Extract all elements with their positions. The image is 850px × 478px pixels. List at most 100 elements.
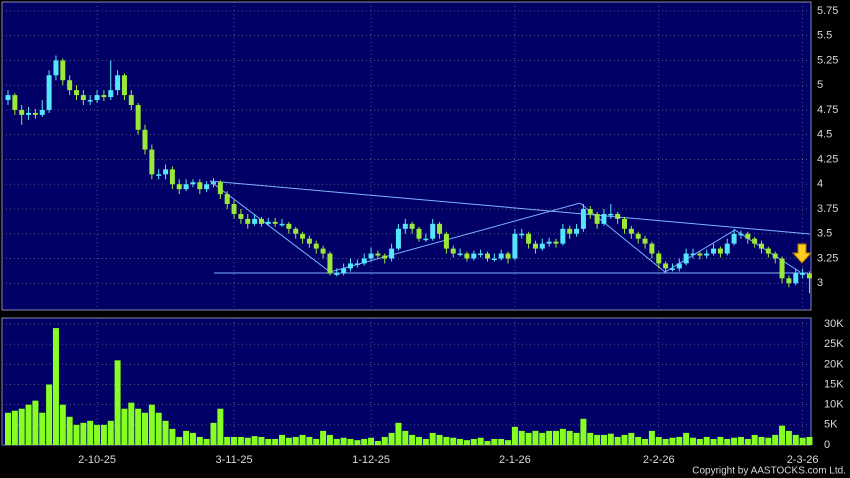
candle-body (5, 95, 11, 101)
grid (2, 2, 811, 446)
candle-body (341, 268, 347, 274)
candle-body (423, 238, 429, 241)
volume-bar (354, 440, 361, 445)
price-panel (1, 1, 812, 311)
candle-body (642, 238, 648, 244)
resistance-line (209, 180, 811, 235)
volume-bar (505, 440, 512, 445)
volume-bar (635, 436, 642, 445)
candle-body (252, 218, 258, 224)
candle-body (183, 184, 189, 190)
candle-body (574, 228, 580, 234)
candle-body (149, 149, 155, 175)
volume-bar (326, 434, 333, 445)
volume-bar (306, 436, 313, 445)
candle-body (389, 248, 395, 259)
volume-bar (388, 432, 395, 445)
y-tick-label: 5.25 (817, 54, 838, 66)
volume-bar (621, 434, 628, 445)
candle-body (265, 221, 271, 224)
candle-body (12, 95, 18, 110)
candle-body (217, 182, 223, 195)
candle-body (238, 213, 244, 219)
volume-bar (539, 432, 546, 445)
volume-bar (320, 430, 327, 445)
volume-bar (566, 430, 573, 445)
candle-body (53, 60, 59, 76)
volume-bar (196, 436, 203, 445)
volume-bar (594, 434, 601, 445)
candle-body (368, 253, 374, 259)
candle-body (128, 95, 134, 105)
volume-bar (347, 438, 354, 445)
volume-bar (607, 433, 614, 445)
volume-bar (792, 434, 799, 445)
volume-bar (374, 440, 381, 445)
candle-body (635, 233, 641, 239)
candle-body (300, 233, 306, 239)
candle-body (176, 184, 182, 190)
candle-body (245, 218, 251, 224)
volume-bar (155, 412, 162, 445)
volume-bar (737, 436, 744, 445)
y2-tick-label: 15K (824, 378, 844, 390)
candle-body (334, 273, 340, 275)
volume-bar (217, 408, 224, 445)
candle-body (649, 243, 655, 254)
candle-body (669, 268, 675, 270)
volume-bar (148, 404, 155, 445)
candle-body (409, 223, 415, 229)
volume-bar (52, 328, 59, 445)
candle-body (759, 243, 764, 249)
volume-bar (600, 434, 607, 445)
candle-body (26, 112, 32, 115)
volume-bar (429, 432, 436, 445)
candle-body (457, 253, 463, 256)
volume-bar (416, 436, 422, 445)
volume-bar (463, 440, 470, 445)
volume-bar (751, 434, 758, 445)
volume-bar (244, 437, 251, 445)
candle-body (87, 100, 93, 102)
volume-bar (690, 437, 696, 445)
candle-body (293, 228, 299, 234)
candle-body (313, 243, 319, 249)
volume-bar (224, 436, 231, 445)
volume-bar (436, 434, 443, 445)
candle-body (711, 248, 717, 254)
marks (5, 55, 813, 445)
volume-bar (279, 434, 285, 445)
candle-body (464, 253, 470, 259)
candle-body (491, 258, 497, 261)
candle-body (717, 248, 723, 254)
volume-bar (525, 432, 532, 445)
volume-bar (779, 425, 786, 445)
volume-bar (799, 437, 806, 445)
volume-bar (162, 420, 169, 445)
volume-bar (94, 424, 101, 445)
volume-bar (491, 438, 498, 445)
y-tick-label: 5.5 (817, 30, 832, 42)
candle-body (539, 243, 545, 249)
y2-tick-label: 30K (824, 318, 844, 330)
volume-bar (292, 436, 299, 445)
candle-body (553, 241, 559, 244)
candle-body (416, 228, 422, 239)
volume-bar (573, 432, 580, 445)
volume-bar (210, 422, 217, 445)
candle-body (601, 213, 607, 224)
volume-bar (806, 436, 813, 445)
x-tick-label: 2-3-26 (787, 454, 819, 466)
volume-bar (73, 424, 80, 445)
volume-bar (169, 428, 176, 445)
candle-body (724, 243, 730, 254)
volume-bar (477, 437, 484, 445)
volume-bar (183, 430, 190, 445)
x-tick-label: 1-12-25 (352, 454, 390, 466)
volume-bar (265, 438, 272, 445)
candle-body (505, 253, 511, 259)
candle-body (745, 233, 751, 239)
y-tick-label: 4.75 (817, 104, 838, 116)
candle-body (608, 213, 614, 216)
